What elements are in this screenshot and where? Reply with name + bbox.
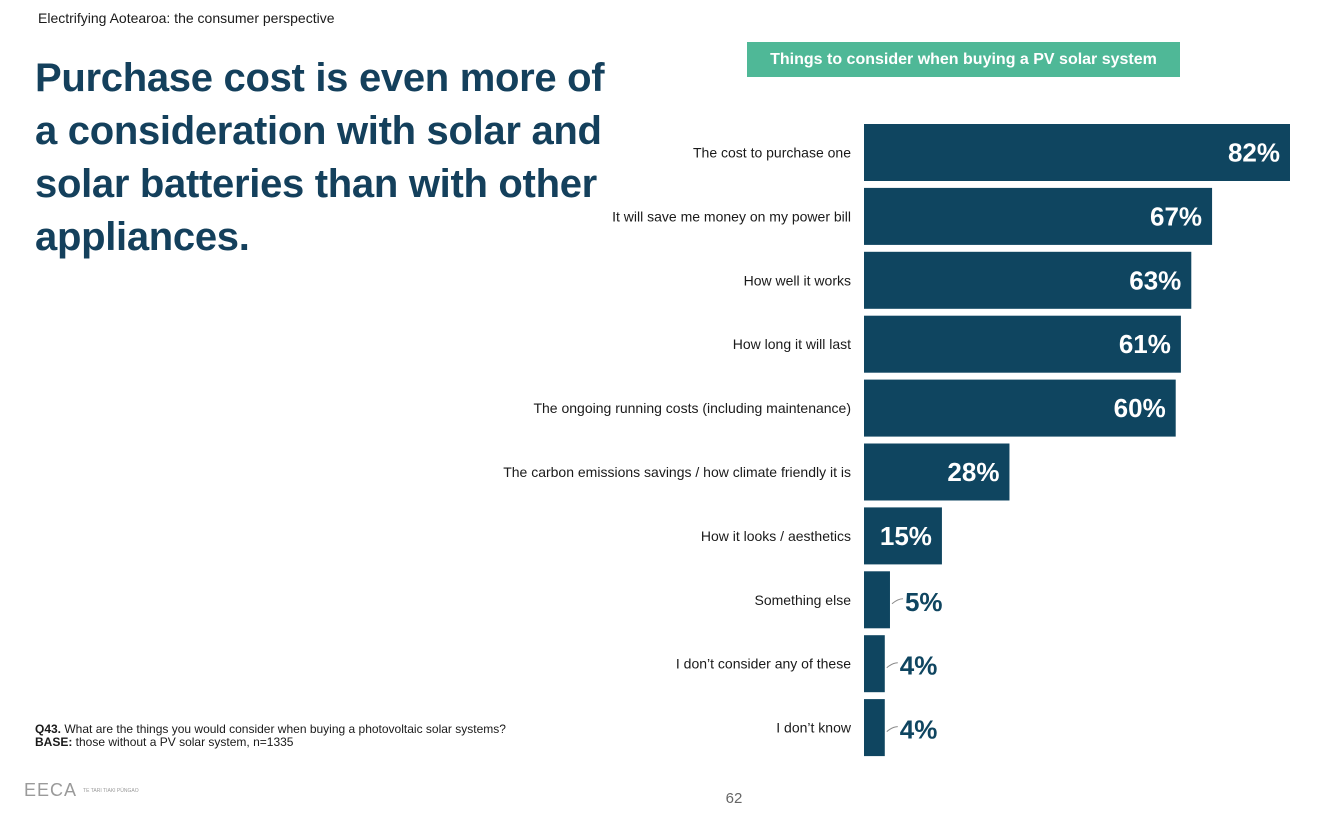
value-label: 15% — [880, 521, 932, 551]
category-label: I don’t consider any of these — [676, 656, 851, 672]
eeca-logo-mark: EECA — [24, 780, 78, 800]
value-label: 28% — [947, 457, 999, 487]
question-text: What are the things you would consider w… — [61, 722, 506, 736]
bar — [864, 124, 1290, 181]
bar — [864, 571, 890, 629]
report-subtitle: Electrifying Aotearoa: the consumer pers… — [38, 10, 335, 26]
bar — [864, 187, 1213, 245]
value-label: 4% — [900, 715, 938, 745]
value-label: 61% — [1119, 329, 1171, 359]
eeca-logo: EECA TE TARI TIAKI PŪNGAO — [24, 780, 139, 801]
category-label: How well it works — [744, 272, 851, 288]
value-label: 5% — [905, 587, 943, 617]
bar — [864, 251, 1192, 309]
footnote: Q43. What are the things you would consi… — [35, 723, 506, 749]
label-leader-line — [886, 662, 898, 669]
chart-title: Things to consider when buying a PV sola… — [747, 42, 1180, 77]
base-label: BASE: — [35, 735, 73, 749]
value-label: 82% — [1228, 138, 1280, 168]
question-label: Q43. — [35, 722, 62, 736]
category-label: How long it will last — [733, 336, 851, 352]
category-label: I don’t know — [776, 720, 852, 736]
category-label: It will save me money on my power bill — [612, 208, 851, 224]
bar — [864, 699, 885, 757]
label-leader-line — [886, 726, 898, 732]
category-label: The ongoing running costs (including mai… — [533, 400, 851, 416]
base-note: BASE: those without a PV solar system, n… — [35, 736, 506, 749]
label-leader-line — [891, 598, 903, 605]
category-label: The carbon emissions savings / how clima… — [503, 464, 851, 480]
base-text: those without a PV solar system, n=1335 — [72, 735, 294, 749]
category-label: How it looks / aesthetics — [701, 528, 851, 544]
bar — [864, 635, 885, 693]
value-label: 67% — [1150, 201, 1202, 231]
page-headline: Purchase cost is even more of a consider… — [35, 56, 605, 259]
question-note: Q43. What are the things you would consi… — [35, 723, 506, 736]
eeca-logo-text: TE TARI TIAKI PŪNGAO — [83, 787, 139, 794]
page-number: 62 — [725, 790, 743, 807]
category-label: The cost to purchase one — [693, 145, 851, 161]
value-label: 63% — [1129, 265, 1181, 295]
bar — [864, 315, 1181, 373]
bar — [864, 507, 942, 565]
bar — [864, 379, 1176, 437]
bar — [864, 443, 1010, 501]
value-label: 60% — [1114, 393, 1166, 423]
value-label: 4% — [900, 651, 938, 681]
category-label: Something else — [754, 592, 851, 608]
